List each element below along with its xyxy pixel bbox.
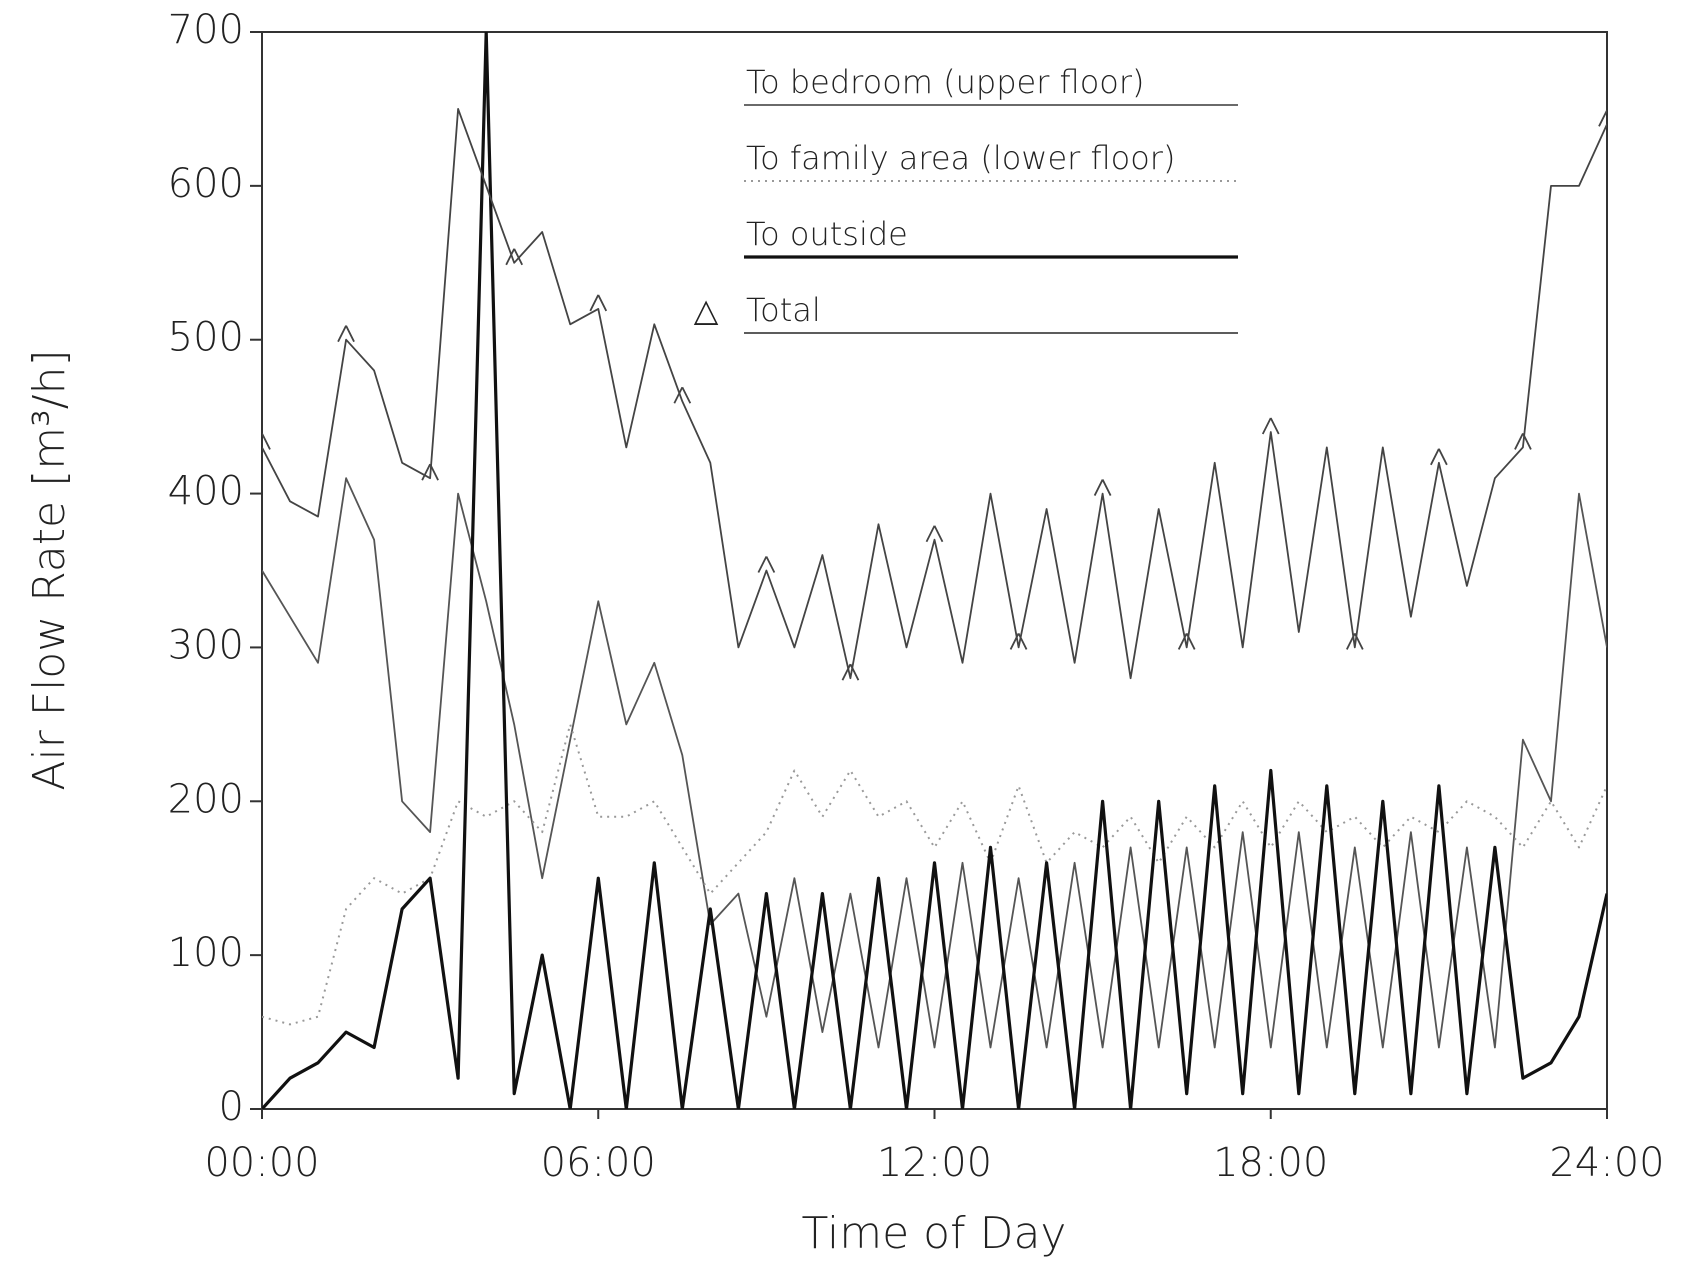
series-marker — [1346, 633, 1364, 650]
y-tick-label: 500 — [168, 315, 244, 361]
x-tick-label: 12:00 — [877, 1140, 992, 1186]
series-marker — [1261, 417, 1280, 435]
x-tick-label: 06:00 — [541, 1140, 656, 1186]
series-marker — [1093, 479, 1112, 496]
y-tick-label: 700 — [168, 7, 244, 53]
x-tick-label: 18:00 — [1213, 1140, 1328, 1186]
y-tick-label: 200 — [168, 776, 244, 822]
legend-label: To family area (lower floor) — [746, 139, 1175, 177]
x-tick-label: 24:00 — [1549, 1140, 1664, 1186]
series-marker — [589, 294, 608, 312]
series-line — [262, 477, 1607, 1049]
series-marker — [262, 433, 271, 450]
series-marker — [673, 386, 692, 404]
series-marker — [1598, 109, 1607, 127]
series-marker — [841, 663, 860, 681]
y-tick-label: 600 — [168, 161, 244, 207]
y-tick-label: 300 — [168, 622, 244, 668]
series-marker — [421, 463, 439, 481]
plot-area — [262, 32, 1607, 1109]
series-marker — [1514, 433, 1532, 450]
legend-marker: △ — [694, 291, 719, 329]
x-tick-label: 00:00 — [204, 1140, 319, 1186]
legend-label: Total — [746, 291, 821, 329]
series-line — [262, 32, 1607, 1109]
series-marker — [505, 248, 523, 266]
series-marker — [1430, 448, 1448, 466]
y-axis-title: Air Flow Rate [m³/h] — [24, 349, 75, 790]
y-tick-label: 0 — [219, 1084, 244, 1130]
y-tick-label: 100 — [168, 930, 244, 976]
series-marker — [1177, 633, 1196, 650]
y-tick-label: 400 — [168, 469, 244, 515]
series-marker — [925, 525, 944, 543]
series-marker — [1009, 633, 1028, 650]
series-marker — [337, 325, 355, 343]
x-axis-title: Time of Day — [802, 1208, 1067, 1259]
plot-frame — [261, 31, 1608, 1110]
series-marker — [757, 556, 776, 573]
legend-label: To bedroom (upper floor) — [746, 63, 1144, 101]
series-line — [262, 108, 1607, 680]
legend-label: To outside — [746, 215, 908, 253]
